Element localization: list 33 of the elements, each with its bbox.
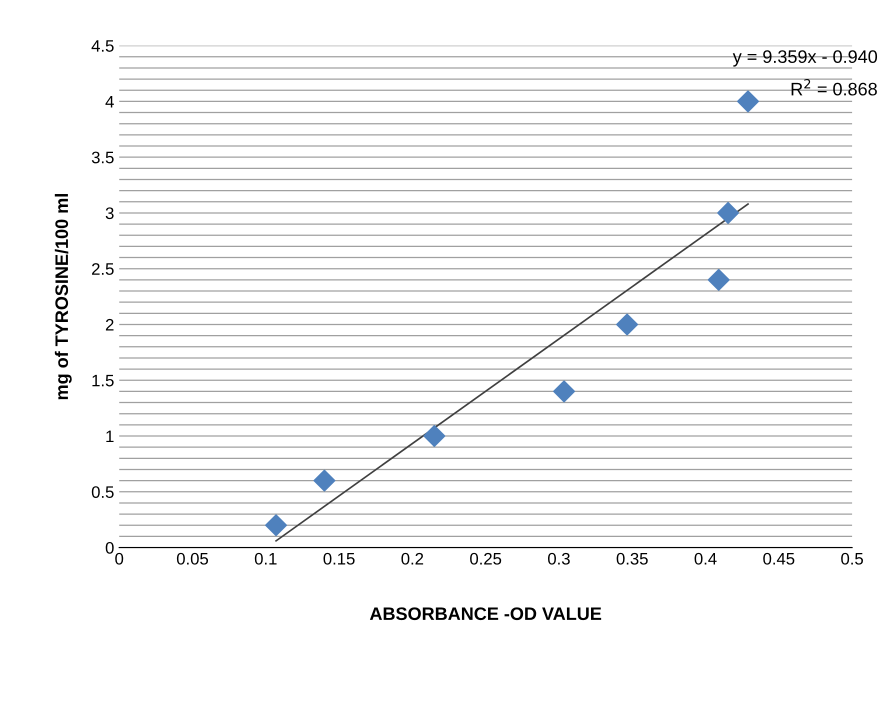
x-tick-label: 0.3	[548, 552, 570, 565]
x-tick-label: 0.25	[470, 552, 502, 565]
y-tick-label: 0.5	[92, 486, 114, 498]
x-tick-label: 0	[115, 552, 124, 565]
point	[553, 380, 576, 402]
x-tick-label: 0.4	[694, 552, 717, 565]
y-tick-label: 4	[105, 96, 114, 108]
point	[737, 90, 760, 112]
y-tick-label: 2	[106, 318, 114, 331]
point	[717, 202, 740, 224]
x-tick-label: 0.1	[254, 552, 277, 565]
point	[708, 268, 730, 291]
y-tick-label: 1.5	[92, 374, 114, 386]
y-tick-label: 3	[106, 207, 114, 220]
y-tick-label: 4.5	[92, 40, 114, 52]
y-axis-title: mg of TYROSINE/100 ml	[54, 194, 72, 400]
y-tick-label: 1	[106, 430, 114, 442]
y-tick-label: 0	[106, 542, 114, 554]
x-tick-label: 0.2	[401, 552, 424, 565]
x-tick-label: 0.05	[176, 552, 208, 565]
point	[423, 425, 446, 448]
point	[313, 470, 336, 492]
annotation: y = 9.359x - 0.940	[732, 50, 878, 67]
x-tick-label: 0.45	[763, 552, 794, 565]
point	[265, 514, 288, 536]
x-tick-label: 0.5	[841, 552, 863, 565]
x-axis-title: ABSORBANCE -OD VALUE	[370, 607, 602, 620]
x-tick-label: 0.15	[324, 552, 355, 565]
y-tick-label: 3.5	[92, 152, 114, 164]
x-tick-label: 0.35	[616, 552, 648, 565]
annotation: R$^{2}$ = 0.868	[792, 79, 877, 96]
y-tick-label: 2.5	[92, 263, 114, 275]
point	[616, 313, 638, 336]
